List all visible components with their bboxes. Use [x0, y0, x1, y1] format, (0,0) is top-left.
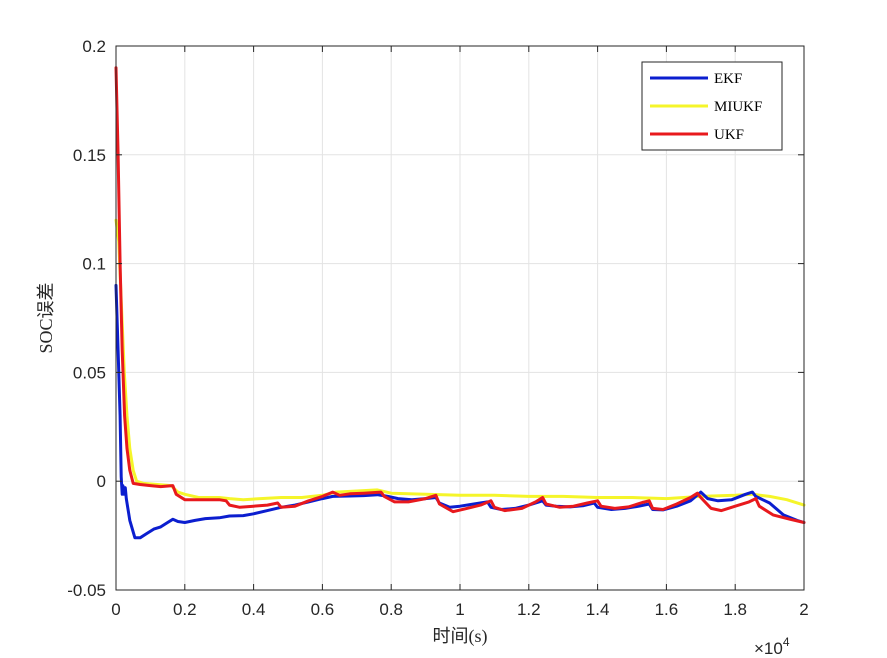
x-tick-label: 1.2 [517, 600, 541, 619]
series-lines [114, 66, 806, 540]
axis-ticks [115, 45, 805, 591]
x-tick-label: 1 [455, 600, 464, 619]
x-axis-title: 时间(s) [433, 626, 488, 647]
legend: EKF MIUKF UKF [641, 61, 783, 151]
y-tick-label: 0.1 [82, 255, 106, 274]
x-axis-exponent-label: ×104 [754, 635, 790, 658]
y-tick-label: 0.2 [82, 37, 106, 56]
legend-label-ekf: EKF [714, 71, 742, 87]
x-tick-label: 1.6 [655, 600, 679, 619]
x-tick-label: 0.4 [242, 600, 266, 619]
y-tick-label: 0.05 [73, 363, 106, 382]
y-tick-label: -0.05 [67, 581, 106, 600]
tick-labels: 0 0.2 0.4 0.6 0.8 1 1.2 1.4 1.6 1.8 2 -0.05 0 0.05 0.1… [67, 37, 808, 619]
x-tick-label: 2 [799, 600, 808, 619]
legend-label-miukf: MIUKF [714, 99, 762, 115]
series-line-miukf [114, 218, 806, 507]
x-tick-label: 1.4 [586, 600, 610, 619]
x-tick-label: 0.8 [379, 600, 403, 619]
x-tick-label: 0 [111, 600, 120, 619]
x-tick-label: 1.8 [723, 600, 747, 619]
x-axis-multiplier: ×10 [754, 639, 783, 658]
y-tick-label: 0 [97, 472, 106, 491]
y-tick-label: 0.15 [73, 146, 106, 165]
x-tick-label: 0.2 [173, 600, 197, 619]
x-tick-label: 0.6 [311, 600, 335, 619]
series-line-ukf [114, 66, 806, 524]
x-axis-exponent: 4 [783, 635, 790, 649]
legend-label-ukf: UKF [714, 127, 744, 143]
y-axis-title: SOC误差 [36, 282, 56, 353]
